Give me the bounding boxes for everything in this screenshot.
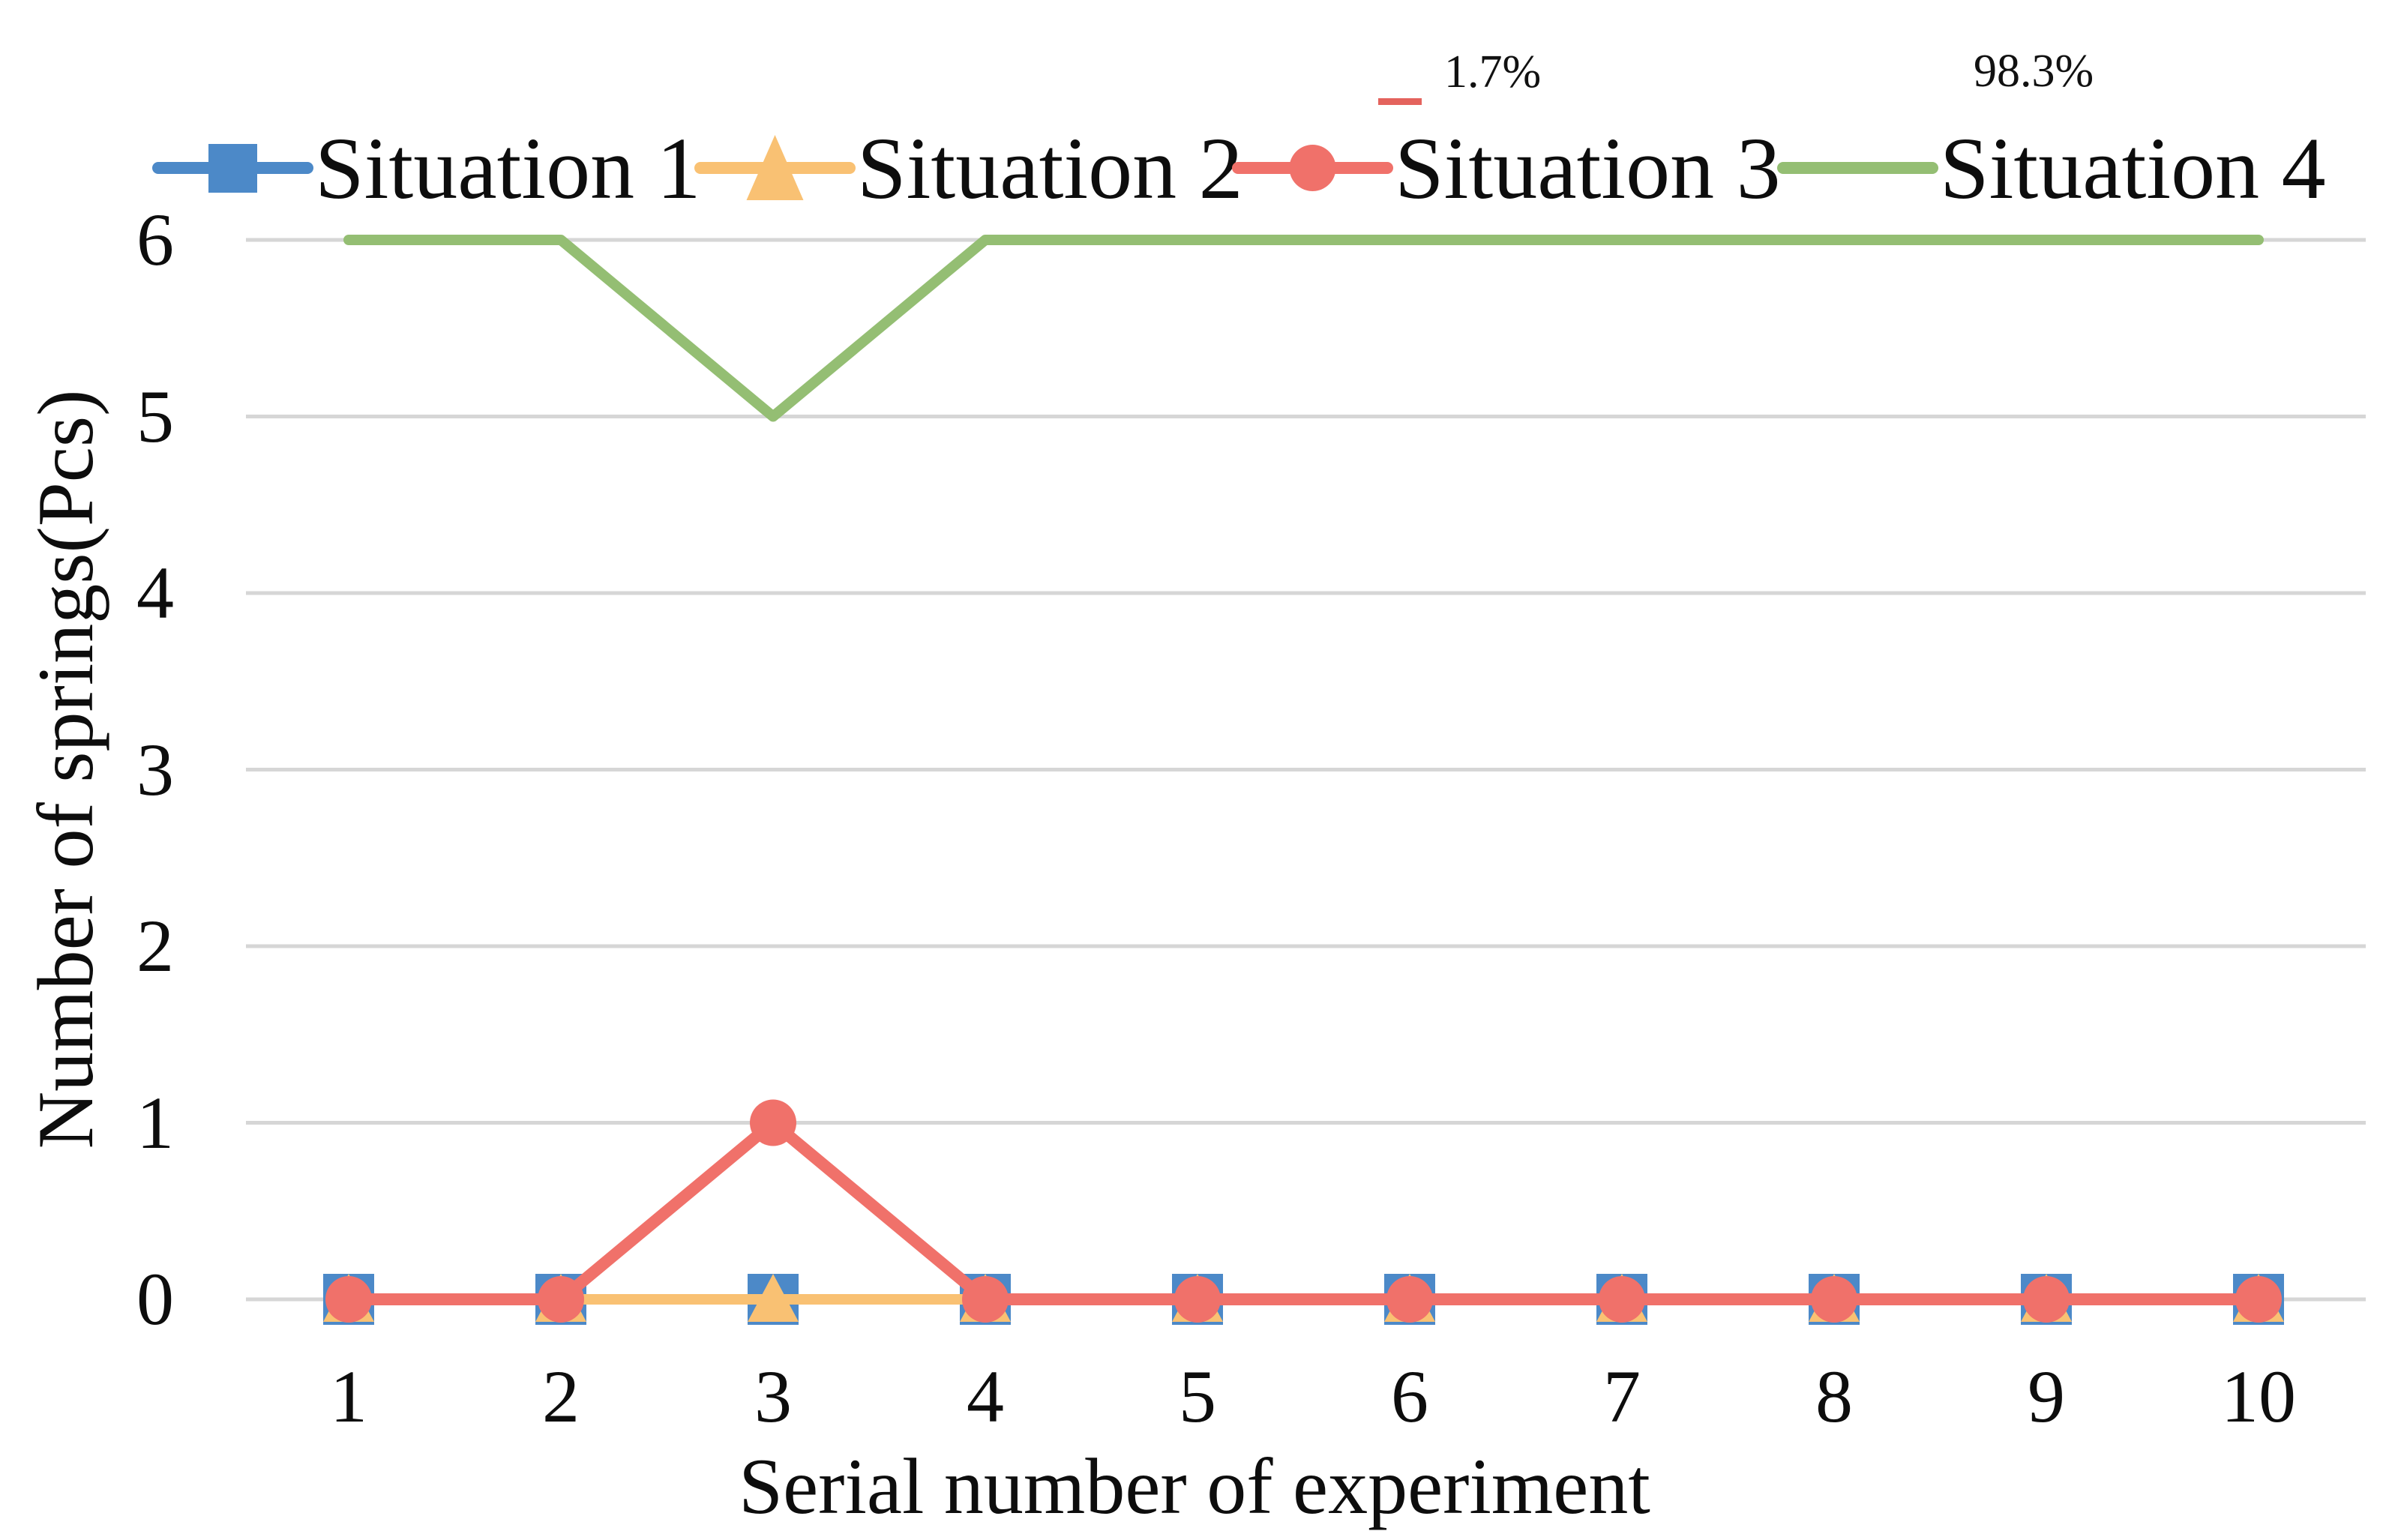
y-tick-label-6: 6 <box>136 198 174 281</box>
x-axis-title: Serial number of experiment <box>739 1443 1650 1530</box>
x-tick-label-1: 1 <box>330 1355 367 1438</box>
legend-label-situation-4: Situation 4 <box>1940 119 2326 217</box>
y-tick-label-2: 2 <box>136 904 174 987</box>
legend-label-situation-1: Situation 1 <box>315 119 701 217</box>
y-tick-label-4: 4 <box>136 551 174 634</box>
legend-label-situation-2: Situation 2 <box>857 119 1243 217</box>
circle-marker <box>325 1276 372 1323</box>
legend-item-situation-1: Situation 1 <box>152 114 701 223</box>
legend-line-icon <box>1777 162 1938 174</box>
y-tick-label-1: 1 <box>136 1080 174 1164</box>
x-tick-label-3: 3 <box>754 1355 792 1438</box>
series-line-situation-4 <box>343 235 2264 422</box>
circle-marker <box>2023 1276 2070 1323</box>
circle-marker <box>1386 1276 1433 1323</box>
circle-marker <box>1599 1276 1645 1323</box>
y-tick-label-0: 0 <box>136 1257 174 1341</box>
y-tick-label-3: 3 <box>136 727 174 811</box>
legend-label-situation-3: Situation 3 <box>1395 119 1781 217</box>
x-tick-label-5: 5 <box>1179 1355 1216 1438</box>
x-tick-label-9: 9 <box>2028 1355 2065 1438</box>
x-tick-label-2: 2 <box>542 1355 580 1438</box>
annotation-green-label: 98.3% <box>1974 46 2094 97</box>
annotation-defect-rate: 1.7% <box>1378 37 1541 106</box>
x-tick-label-7: 7 <box>1603 1355 1641 1438</box>
y-axis-title: Number of springs(Pcs) <box>22 389 109 1149</box>
x-tick-label-6: 6 <box>1391 1355 1428 1438</box>
annotation-red-label: 1.7% <box>1444 46 1542 97</box>
legend-circle-icon <box>1232 145 1393 191</box>
legend-item-situation-3: Situation 3 <box>1232 114 1781 223</box>
legend-square-icon <box>152 144 313 193</box>
triangle-marker <box>748 1274 799 1322</box>
red-swatch-icon <box>1378 39 1422 105</box>
annotation-pass-rate: 98.3% <box>1911 31 2222 111</box>
series-line-situation-3 <box>343 1116 2265 1305</box>
legend-item-situation-2: Situation 2 <box>694 114 1243 223</box>
circle-marker <box>1174 1276 1221 1323</box>
x-tick-label-4: 4 <box>967 1355 1004 1438</box>
x-tick-label-8: 8 <box>1815 1355 1853 1438</box>
legend-triangle-icon <box>694 135 856 200</box>
legend-item-situation-4: Situation 4 <box>1777 114 2326 223</box>
circle-marker <box>538 1276 584 1323</box>
x-tick-label-10: 10 <box>2221 1355 2296 1438</box>
circle-marker <box>750 1099 796 1146</box>
circle-marker <box>962 1276 1009 1323</box>
circle-marker <box>1811 1276 1857 1323</box>
circle-marker <box>2235 1276 2282 1323</box>
y-tick-label-5: 5 <box>136 374 174 458</box>
